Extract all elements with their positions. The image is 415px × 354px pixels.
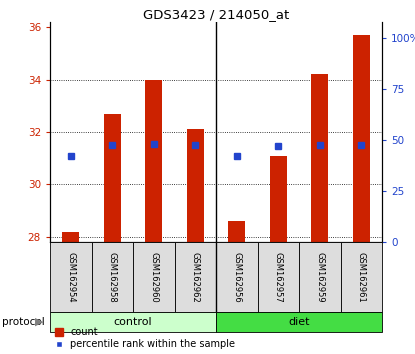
Bar [50, 242, 91, 312]
Bar [62, 232, 79, 242]
Bar [133, 242, 174, 312]
Legend: count, percentile rank within the sample: count, percentile rank within the sample [55, 327, 235, 349]
Text: protocol: protocol [2, 317, 45, 327]
Text: diet: diet [288, 317, 310, 327]
Text: GSM162957: GSM162957 [274, 252, 283, 302]
Text: GSM162958: GSM162958 [108, 252, 117, 302]
Text: ▶: ▶ [35, 317, 44, 327]
Bar [340, 242, 382, 312]
Text: GSM162956: GSM162956 [232, 252, 241, 302]
Bar [187, 129, 203, 242]
Bar [228, 221, 245, 242]
Bar [104, 114, 120, 242]
Text: GSM162962: GSM162962 [191, 252, 200, 302]
Text: GSM162961: GSM162961 [357, 252, 366, 302]
Bar [353, 35, 369, 242]
Bar [257, 242, 299, 312]
Text: GSM162960: GSM162960 [149, 252, 158, 302]
Bar [311, 74, 328, 242]
Text: GSM162954: GSM162954 [66, 252, 75, 302]
Title: GDS3423 / 214050_at: GDS3423 / 214050_at [143, 8, 289, 21]
Bar [216, 242, 257, 312]
Bar [91, 242, 133, 312]
Bar [299, 242, 340, 312]
Bar [174, 242, 216, 312]
Bar [270, 155, 286, 242]
Text: control: control [114, 317, 152, 327]
Bar [216, 312, 382, 332]
Text: GSM162959: GSM162959 [315, 252, 324, 302]
Bar [145, 80, 162, 242]
Bar [50, 312, 216, 332]
